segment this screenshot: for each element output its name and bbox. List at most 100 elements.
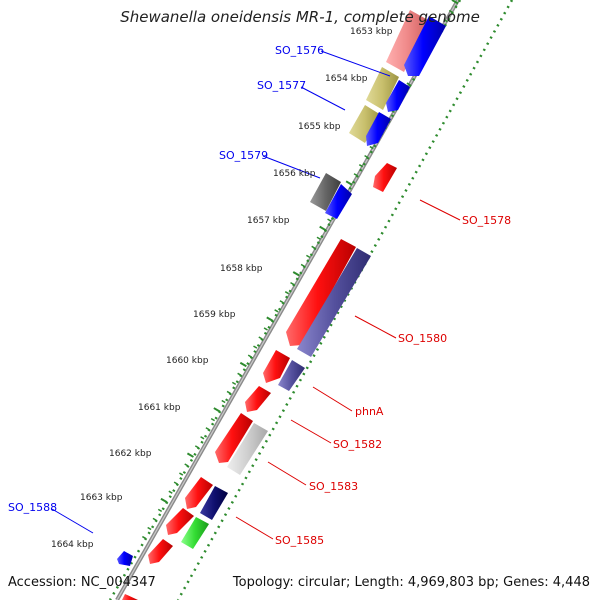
gene-feature-red-f[interactable] (148, 539, 173, 564)
gene-SO_1578[interactable] (373, 163, 397, 192)
gene-labels-blue: SO_1576 SO_1577 SO_1579 SO_1588 (8, 44, 324, 514)
genome-title: Shewanella oneidensis MR-1, complete gen… (120, 8, 480, 26)
gene-label-SO_1578[interactable]: SO_1578 (462, 214, 511, 227)
scale-tick (179, 472, 184, 476)
gene-label-SO_1588[interactable]: SO_1588 (8, 501, 57, 514)
gene-feature-red-e[interactable] (166, 508, 194, 535)
scale-label: 1657 kbp (247, 216, 290, 226)
gene-feature-red-d[interactable] (185, 477, 213, 509)
scale-tick (221, 399, 226, 404)
scale-tick (253, 345, 258, 349)
accession-label: Accession: NC_004347 (8, 575, 156, 590)
scale-label: 1663 kbp (80, 493, 123, 503)
feature-track-forward (117, 16, 446, 566)
gene-SO_1579[interactable] (310, 173, 341, 211)
gene-feature-green[interactable] (181, 517, 209, 549)
gene-phnA[interactable] (278, 360, 305, 391)
gene-label-SO_1576[interactable]: SO_1576 (275, 44, 324, 57)
gene-label-SO_1585[interactable]: SO_1585 (275, 534, 324, 547)
scale-tick (160, 497, 168, 504)
gene-feature-blue-c[interactable] (325, 184, 352, 219)
scale-tick (142, 535, 147, 540)
gene-feature-red-a[interactable] (263, 350, 290, 383)
scale-label: 1658 kbp (220, 264, 263, 274)
scale-tick (369, 145, 374, 150)
scale-label: 1662 kbp (109, 449, 152, 459)
scale-tick (258, 336, 263, 340)
scale-tick (292, 271, 300, 277)
topology-label: Topology: circular; Length: 4,969,803 bp… (232, 575, 590, 590)
scale-label: 1660 kbp (166, 356, 209, 366)
scale-tick (184, 463, 189, 467)
scale-tick (316, 236, 321, 240)
scale-tick (226, 390, 231, 395)
scale-tick (152, 517, 157, 522)
gene-label-SO_1580[interactable]: SO_1580 (398, 332, 447, 345)
scale-tick (194, 445, 200, 449)
scale-label: 1654 kbp (325, 74, 368, 84)
gene-label-phnA[interactable]: phnA (355, 405, 384, 418)
gene-SO_1588[interactable] (117, 551, 133, 566)
gene-label-SO_1577[interactable]: SO_1577 (257, 79, 306, 92)
scale-tick (239, 361, 247, 368)
gene-SO_1576[interactable] (366, 67, 399, 110)
scale-tick (213, 407, 221, 413)
scale-tick (353, 173, 358, 177)
scale-tick (311, 245, 316, 249)
gene-SO_1577[interactable] (349, 105, 381, 143)
gene-labels-red: SO_1578 SO_1580 phnA SO_1582 SO_1583 SO_… (275, 214, 511, 547)
gene-feature-red-c[interactable] (215, 413, 253, 463)
scale-labels: 1653 kbp 1654 kbp 1655 kbp 1656 kbp 1657… (51, 27, 393, 550)
scale-tick (448, 9, 454, 14)
gene-SO_1583[interactable] (227, 423, 268, 475)
scale-tick (231, 381, 237, 386)
scale-tick (364, 154, 369, 159)
scale-tick (306, 254, 311, 259)
scale-label: 1659 kbp (193, 310, 236, 320)
scale-label: 1664 kbp (51, 540, 94, 550)
scale-tick (358, 164, 364, 168)
scale-tick (327, 218, 332, 222)
scale-tick (247, 354, 253, 358)
scale-tick (406, 82, 411, 86)
scale-tick (319, 225, 327, 232)
scale-tick (263, 327, 268, 331)
scale-tick (290, 281, 295, 286)
gene-label-SO_1583[interactable]: SO_1583 (309, 480, 358, 493)
scale-tick (205, 427, 210, 431)
scale-tick (200, 436, 205, 440)
scale-tick (157, 508, 163, 513)
gene-feature-red-g[interactable] (122, 594, 138, 600)
feature-track-reverse (122, 10, 428, 600)
gene-label-SO_1579[interactable]: SO_1579 (219, 149, 268, 162)
gene-label-SO_1582[interactable]: SO_1582 (333, 438, 382, 451)
scale-tick (284, 291, 290, 295)
scale-tick (443, 18, 448, 23)
gene-feature-navy[interactable] (200, 486, 228, 520)
scale-tick (210, 417, 215, 422)
scale-tick (279, 300, 284, 304)
scale-tick (168, 490, 173, 494)
scale-tick (274, 309, 279, 313)
gene-feature-blue-a[interactable] (386, 80, 410, 112)
gene-feature-red-b[interactable] (245, 386, 271, 412)
scale-tick (451, 0, 459, 5)
gene-feature-blue-b[interactable] (366, 112, 391, 146)
scale-tick (147, 526, 152, 531)
scale-tick (345, 180, 353, 186)
leader-lines (51, 50, 461, 540)
scale-label: 1661 kbp (138, 403, 181, 413)
scale-tick (266, 316, 274, 322)
gene-feature-pink[interactable] (386, 10, 428, 72)
scale-tick (300, 263, 305, 268)
gene-feature-blue-top[interactable] (404, 16, 446, 76)
outer-dotted-ring (176, 0, 514, 600)
scale-label: 1656 kbp (273, 169, 316, 179)
scale-label: 1653 kbp (350, 27, 393, 37)
gene-feature-red-long[interactable] (286, 239, 356, 346)
scale-tick (173, 481, 178, 485)
gene-SO_1580[interactable] (297, 248, 371, 357)
scale-tick (186, 452, 194, 458)
scale-label: 1655 kbp (298, 122, 341, 132)
